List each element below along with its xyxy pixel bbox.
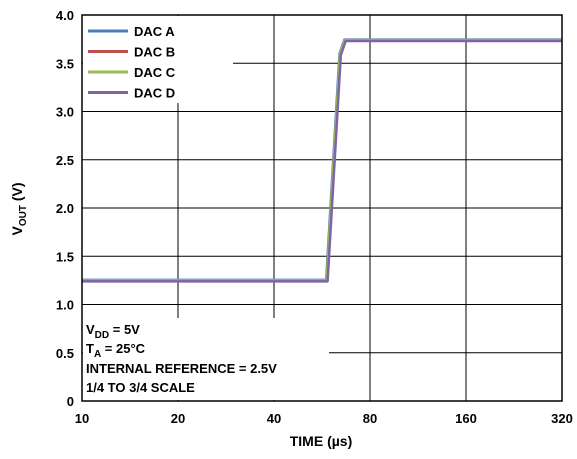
conditions-annotation: VDD = 5V TA = 25°C INTERNAL REFERENCE = … [86,322,277,395]
y-tick-label: 1.5 [56,249,74,264]
y-tick-label: 3.5 [56,56,74,71]
anno-ta-sub: A [94,349,101,360]
y-tick-label: 3.0 [56,105,74,120]
x-tick-label: 320 [551,411,573,426]
legend-label: DAC A [134,24,175,39]
anno-ta-main: T [86,341,94,356]
anno-vdd-rest: = 5V [109,322,140,337]
plot-frame [81,14,563,402]
anno-ta-rest: = 25°C [101,341,145,356]
y-axis-title-sub: OUT [18,205,29,226]
legend-label: DAC C [134,65,176,80]
x-tick-label: 160 [455,411,477,426]
series-line-dac-d [82,39,562,283]
anno-vdd: VDD = 5V [86,322,140,341]
y-tick-label: 4.0 [56,8,74,23]
x-tick-label: 80 [363,411,377,426]
y-tick-labels: 0 0.5 1.0 1.5 2.0 2.5 3.0 3.5 4.0 [56,8,74,409]
x-tick-label: 10 [75,411,89,426]
x-axis-title: TIME (µs) [290,433,353,449]
legend: DAC A DAC B DAC C DAC D [83,16,233,103]
y-tick-label: 1.0 [56,298,74,313]
anno-reference: INTERNAL REFERENCE = 2.5V [86,361,277,376]
anno-vdd-sub: DD [95,330,109,341]
y-axis-title: VOUT (V) [9,182,29,235]
y-tick-label: 0.5 [56,346,74,361]
annotation-box [83,318,329,400]
series-lines [82,38,562,283]
anno-scale: 1/4 TO 3/4 SCALE [86,380,195,395]
y-tick-label: 2.5 [56,153,74,168]
anno-ta: TA = 25°C [86,341,146,360]
legend-label: DAC D [134,86,175,101]
y-axis-title-main: V [9,226,25,236]
y-axis-title-unit: (V) [9,182,25,205]
x-tick-labels: 10 20 40 80 160 320 [75,411,573,426]
anno-vdd-main: V [86,322,95,337]
x-tick-label: 20 [171,411,185,426]
x-tick-label: 40 [267,411,281,426]
y-tick-label: 2.0 [56,201,74,216]
legend-label: DAC B [134,45,175,60]
y-tick-label: 0 [67,394,74,409]
